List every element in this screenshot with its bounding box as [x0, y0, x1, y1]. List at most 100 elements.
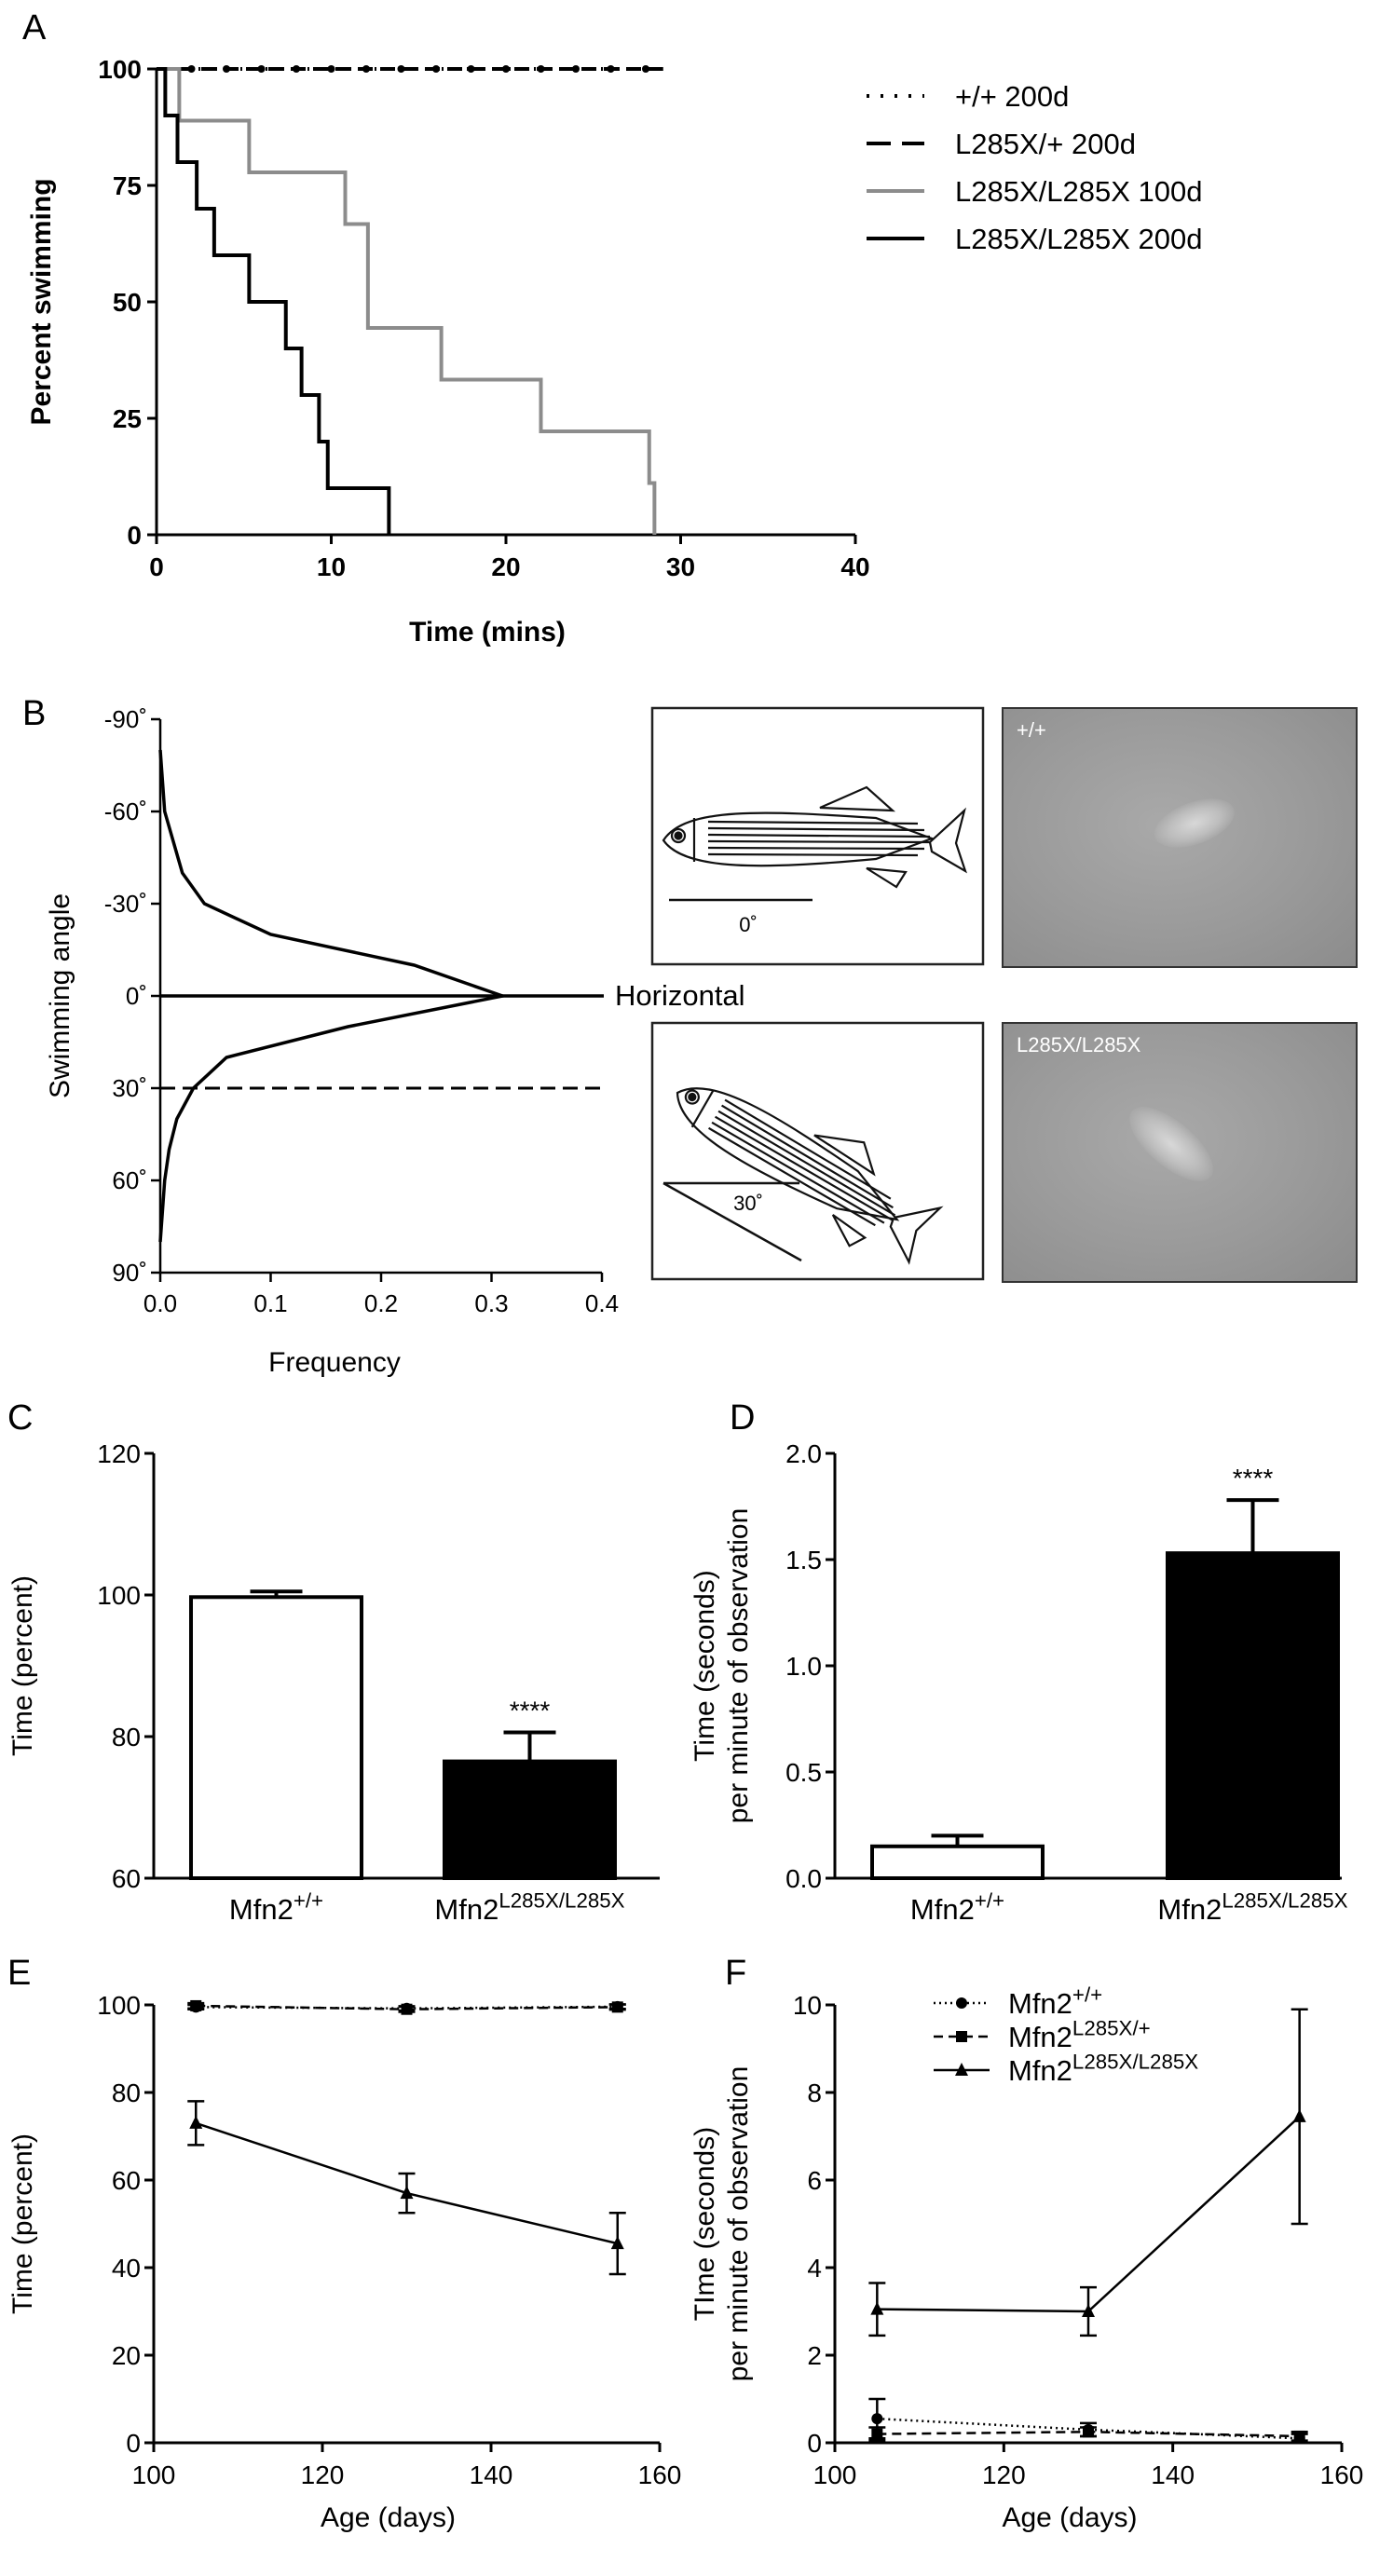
x-tick-label: 140 [470, 2460, 513, 2489]
data-point [223, 65, 230, 73]
y-axis-label: Time (percent) [7, 2133, 38, 2314]
data-point [467, 65, 475, 73]
y-tick-label: 4 [807, 2254, 822, 2283]
data-point [362, 65, 370, 73]
x-tick-label: 160 [638, 2460, 682, 2489]
chart-d: 0.0 0.5 1.0 1.5 2.0 Mfn2+/+ **** Mfn2L285X/L285… [690, 1439, 1348, 1926]
y-tick-label: 0.5 [785, 1758, 822, 1787]
series-line-2 [157, 67, 657, 535]
chart-a: 0 25 50 75 100 0 10 20 30 40 Time (mins) Percent sw… [26, 55, 1202, 647]
y-tick-label: 60 [112, 2166, 141, 2195]
data-point [257, 65, 266, 73]
y-tick-label: 80 [112, 2079, 141, 2107]
legend-label: Mfn2+/+ [1008, 1983, 1102, 2020]
y-tick-label: 30˚ [112, 1074, 147, 1102]
x-tick-label: 0 [149, 552, 164, 581]
y-tick-label: 40 [112, 2254, 141, 2283]
data-point [432, 65, 440, 73]
data-point [327, 65, 335, 73]
data-point [502, 65, 510, 73]
x-tick-label: 0.2 [364, 1289, 398, 1317]
y-tick-label: 2.0 [785, 1439, 822, 1468]
y-tick-label: 60˚ [112, 1166, 147, 1194]
x-axis-label: Age (days) [1002, 2502, 1137, 2533]
x-tick-label: 120 [982, 2460, 1026, 2489]
x-tick-label: 100 [813, 2460, 857, 2489]
data-point [400, 2186, 414, 2200]
y-tick-label: 25 [113, 404, 142, 433]
data-point [642, 65, 649, 73]
series-line-3 [157, 67, 391, 535]
data-point [537, 65, 545, 73]
x-tick-label: 140 [1151, 2460, 1195, 2489]
data-point [572, 65, 580, 73]
x-tick-label: 0.3 [474, 1289, 508, 1317]
y-axis-label: Time (percent) [7, 1575, 38, 1756]
fish-angle-label-top: 0˚ [739, 913, 758, 936]
significance-marker: **** [510, 1696, 551, 1724]
data-point [1293, 2430, 1305, 2442]
legend-label: L285X/L285X 100d [955, 175, 1202, 208]
data-point [1083, 2426, 1094, 2438]
y-axis-label-line2: per minute of observation [723, 1508, 754, 1824]
y-tick-label: 120 [97, 1439, 141, 1468]
y-tick-label: -90˚ [104, 705, 147, 733]
y-tick-label: 0 [127, 521, 142, 550]
legend-marker [956, 2031, 967, 2042]
data-point [187, 65, 196, 73]
chart-b: -90˚ -60˚ -30˚ 0˚ 30˚ 60˚ 90˚0.0 0.1 0.2 0.3 0.4 Fr… [45, 705, 745, 1378]
panel-label-a: A [22, 8, 47, 48]
fish-diagram-angled: 30˚ [650, 1021, 985, 1281]
data-point [870, 2301, 884, 2315]
data-point [610, 2236, 624, 2250]
y-tick-label: -30˚ [104, 890, 147, 918]
y-tick-label: 100 [97, 1581, 141, 1610]
significance-marker: **** [1233, 1464, 1274, 1492]
chart-f: 0 2 4 6 8 10 100 120 140 160 Age (days) TIme (secon… [690, 1983, 1363, 2533]
y-tick-label: 0 [126, 2429, 141, 2458]
x-tick-label: 20 [491, 552, 520, 581]
chart-e: 0 20 40 60 80 100 100 120 140 160 Age (days) Time (… [7, 1991, 681, 2533]
x-tick-label: 30 [666, 552, 695, 581]
y-tick-label: 90˚ [112, 1259, 147, 1287]
y-axis-label: Swimming angle [45, 893, 75, 1098]
y-tick-label: 8 [807, 2079, 822, 2107]
x-tick-label: 0.0 [143, 1289, 177, 1317]
data-point [293, 65, 300, 73]
x-tick-label: 40 [840, 552, 869, 581]
photo-label-wildtype: +/+ [1017, 718, 1046, 742]
y-axis-label: Time (seconds) [690, 1570, 720, 1762]
fish-icon [662, 785, 967, 889]
y-tick-label: 80 [112, 1723, 141, 1751]
fish-angle-label-bottom: 30˚ [733, 1192, 763, 1215]
y-tick-label: 50 [113, 288, 142, 317]
panel-label-f: F [725, 1954, 746, 1993]
bar-0 [870, 1844, 1045, 1881]
legend-marker [955, 2063, 968, 2076]
x-category-label: Mfn2+/+ [910, 1889, 1004, 1926]
horizontal-annotation: Horizontal [615, 979, 745, 1012]
bar-1 [443, 1759, 617, 1880]
panel-label-c: C [7, 1398, 33, 1438]
series-line-2 [877, 2115, 1301, 2313]
y-tick-label: 0 [807, 2429, 822, 2458]
y-tick-label: 1.5 [785, 1546, 822, 1574]
y-tick-label: 0˚ [126, 982, 147, 1010]
x-tick-label: 0.4 [585, 1289, 619, 1317]
x-axis-label: Time (mins) [409, 617, 566, 647]
x-tick-label: 120 [301, 2460, 345, 2489]
panel-label-b: B [22, 694, 46, 733]
fish-icon [676, 1087, 944, 1265]
y-axis-label-line2: per minute of observation [723, 2066, 754, 2382]
legend-label: L285X/L285X 200d [955, 223, 1202, 255]
panel-label-d: D [730, 1398, 755, 1438]
data-point [1082, 2304, 1095, 2317]
x-axis-label: Age (days) [321, 2502, 456, 2533]
data-point [189, 2115, 203, 2129]
legend-label: L285X/+ 200d [955, 128, 1136, 160]
y-tick-label: 0.0 [785, 1864, 822, 1893]
x-category-label: Mfn2L285X/L285X [1157, 1889, 1347, 1926]
photo-wildtype: +/+ [1002, 707, 1358, 968]
y-tick-label: 10 [793, 1991, 822, 2020]
